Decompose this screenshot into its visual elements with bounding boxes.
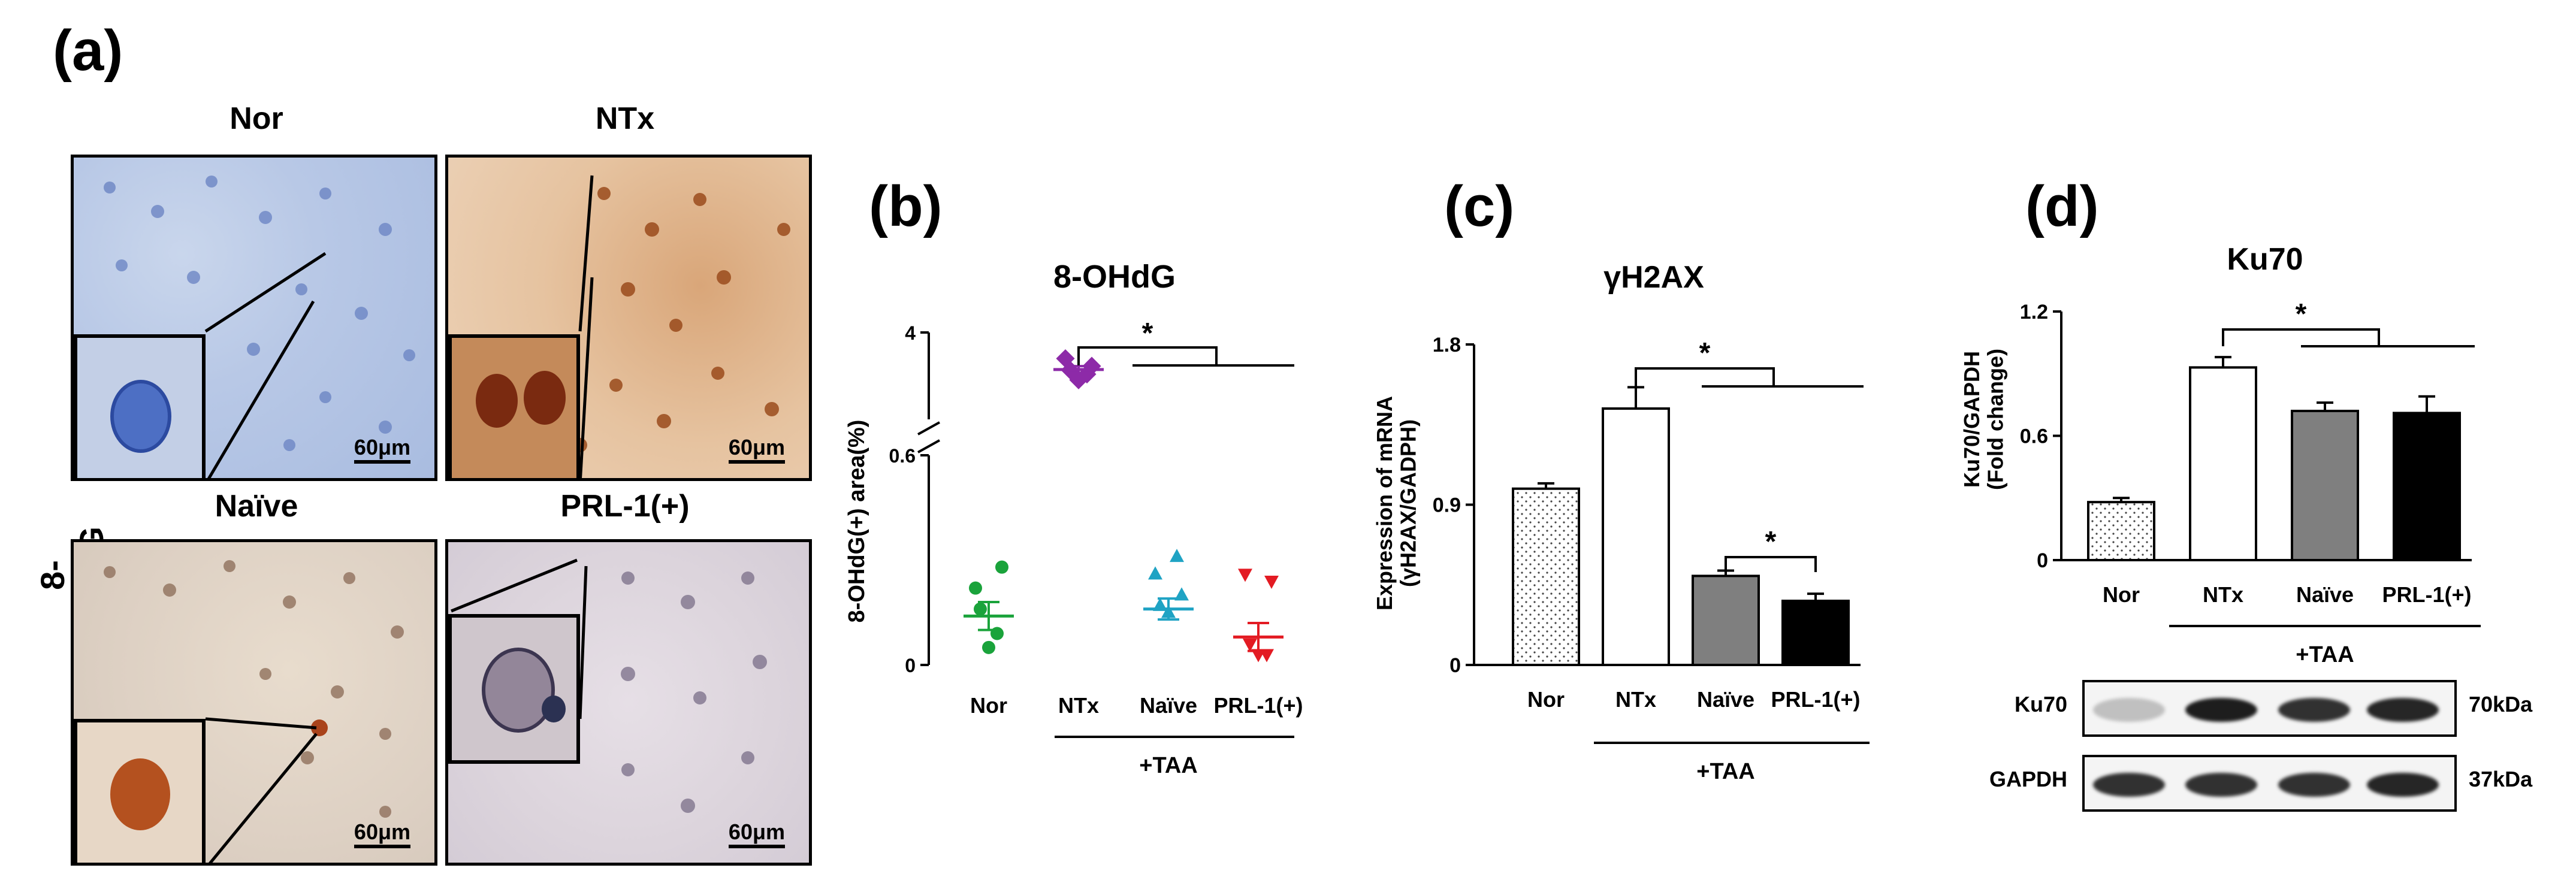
chart-c-group-label: +TAA — [1696, 759, 1754, 784]
chart-d-bar — [2291, 410, 2359, 561]
chart-c-bar — [1602, 407, 1670, 666]
chart-b-point — [1174, 587, 1189, 601]
chart-b-axis-break — [917, 439, 940, 453]
blot-band — [2366, 773, 2439, 797]
blot-size-0: 70kDa — [2469, 692, 2533, 716]
chart-b-xlabel: Nor — [970, 693, 1007, 718]
blot-band — [2366, 698, 2439, 722]
chart-b-point — [1264, 576, 1279, 589]
chart-c-ylabel: Expression of mRNA(γH2AX/GADPH) — [1372, 396, 1421, 610]
chart-c-bar — [1781, 600, 1850, 666]
chart-c-sig-bracket — [1725, 556, 1817, 572]
scale-bar-prl1: 60μm — [728, 820, 786, 848]
chart-d-title: Ku70 — [2227, 242, 2303, 277]
chart-d-ytick-label: 1.2 — [2020, 301, 2048, 323]
chart-b-group-label: +TAA — [1139, 753, 1197, 778]
blot-label-1: GAPDH — [1989, 767, 2067, 791]
blot-strip-0 — [2082, 680, 2457, 737]
histology-image-prl1: 60μm — [445, 539, 812, 866]
chart-c-sig-star: * — [1765, 526, 1777, 558]
image-title-prl1: PRL-1(+) — [560, 489, 690, 524]
panel-a-letter: (a) — [53, 19, 123, 83]
chart-b-xlabel: NTx — [1058, 693, 1099, 718]
chart-d-sig-bracket — [2222, 328, 2380, 346]
panel-b-letter: (b) — [869, 174, 943, 238]
histology-image-nor: 60μm — [71, 155, 437, 481]
chart-b-point — [1238, 569, 1252, 582]
image-title-ntx: NTx — [595, 101, 655, 136]
chart-b-point — [995, 560, 1008, 574]
chart-c-bar — [1692, 574, 1760, 667]
blot-size-1: 37kDa — [2469, 767, 2533, 791]
chart-b-point — [1148, 566, 1162, 580]
chart-b-axis-break — [917, 421, 940, 436]
scale-bar-nor: 60μm — [354, 435, 411, 464]
image-title-naive: Naïve — [215, 489, 298, 524]
chart-b-sig-star: * — [1142, 318, 1153, 349]
chart-b-ytick-label: 0.6 — [889, 445, 916, 467]
histology-image-ntx: 60μm — [445, 155, 812, 481]
stain-label: 8-OHdG — [34, 527, 110, 624]
chart-b-ytick-label: 4 — [905, 322, 916, 344]
chart-d-bar — [2189, 366, 2257, 561]
inset-ntx — [448, 334, 580, 478]
panel-d-letter: (d) — [2025, 174, 2099, 238]
chart-c-bar — [1512, 487, 1580, 666]
chart-d-group-label: +TAA — [2296, 642, 2354, 667]
panel-c-letter: (c) — [1444, 174, 1515, 238]
blot-band — [2185, 698, 2258, 722]
chart-b-point — [969, 581, 982, 595]
chart-b-ytick-label: 0 — [905, 655, 916, 676]
western-blot: Ku70 70kDa GAPDH 37kDa — [1947, 677, 2547, 857]
chart-d-xlabel: Naïve — [2296, 582, 2354, 607]
chart-b-point — [982, 640, 995, 654]
chart-d-ylabel: Ku70/GAPDH(Fold change) — [1959, 349, 2008, 490]
chart-d: Ku70 Ku70/GAPDH(Fold change) 0 0.6 1.2 Nor N… — [1959, 242, 2481, 667]
blot-strip-1 — [2082, 755, 2457, 812]
chart-b-ylabel: 8-OHdG(+) area(%) — [844, 420, 869, 623]
chart-c-xlabel: Nor — [1527, 687, 1565, 712]
blot-band — [2278, 698, 2350, 722]
chart-c-xlabel: NTx — [1615, 687, 1656, 712]
blot-band — [2185, 773, 2258, 797]
chart-b-xlabel: Naïve — [1140, 693, 1197, 718]
chart-d-ytick-label: 0.6 — [2020, 425, 2048, 448]
chart-c-ytick-label: 0.9 — [1433, 494, 1461, 517]
chart-b-point — [1251, 649, 1266, 663]
chart-d-sig-star: * — [2296, 298, 2307, 330]
chart-c: γH2AX Expression of mRNA(γH2AX/GADPH) 0 0… — [1372, 260, 1870, 784]
chart-d-xlabel: Nor — [2103, 582, 2140, 607]
chart-c-sig-star: * — [1699, 337, 1711, 369]
chart-d-ytick-label: 0 — [2037, 549, 2048, 572]
chart-b-title: 8-OHdG — [1053, 259, 1176, 295]
blot-label-0: Ku70 — [2014, 692, 2067, 716]
chart-b-sig-bracket — [1077, 346, 1218, 365]
chart-b-xlabel: PRL-1(+) — [1213, 693, 1303, 718]
inset-nor — [74, 334, 206, 478]
chart-d-xlabel: PRL-1(+) — [2382, 582, 2471, 607]
chart-c-sig-bracket — [1635, 367, 1775, 386]
scale-bar-naive: 60μm — [354, 820, 411, 848]
inset-naive — [74, 719, 206, 863]
chart-d-bar — [2087, 501, 2155, 561]
blot-band — [2093, 773, 2166, 797]
histology-image-naive: 60μm — [71, 539, 437, 866]
chart-b-point — [974, 602, 987, 616]
chart-c-ytick-label: 1.8 — [1433, 334, 1461, 356]
image-title-nor: Nor — [229, 101, 283, 136]
chart-c-title: γH2AX — [1603, 260, 1704, 295]
chart-c-xlabel: Naïve — [1697, 687, 1754, 712]
chart-b-point — [1170, 549, 1184, 563]
chart-c-ytick-label: 0 — [1449, 654, 1461, 677]
chart-b-point — [1243, 639, 1257, 652]
chart-d-bar — [2393, 412, 2461, 562]
blot-band — [2093, 698, 2166, 722]
chart-b: 8-OHdG 8-OHdG(+) area(%) 0 0.6 4 * Nor NTx Naï… — [844, 259, 1303, 778]
chart-c-xlabel: PRL-1(+) — [1771, 687, 1860, 712]
scale-bar-ntx: 60μm — [728, 435, 786, 464]
chart-d-xlabel: NTx — [2203, 582, 2243, 607]
blot-band — [2278, 773, 2350, 797]
inset-prl1 — [448, 614, 580, 764]
